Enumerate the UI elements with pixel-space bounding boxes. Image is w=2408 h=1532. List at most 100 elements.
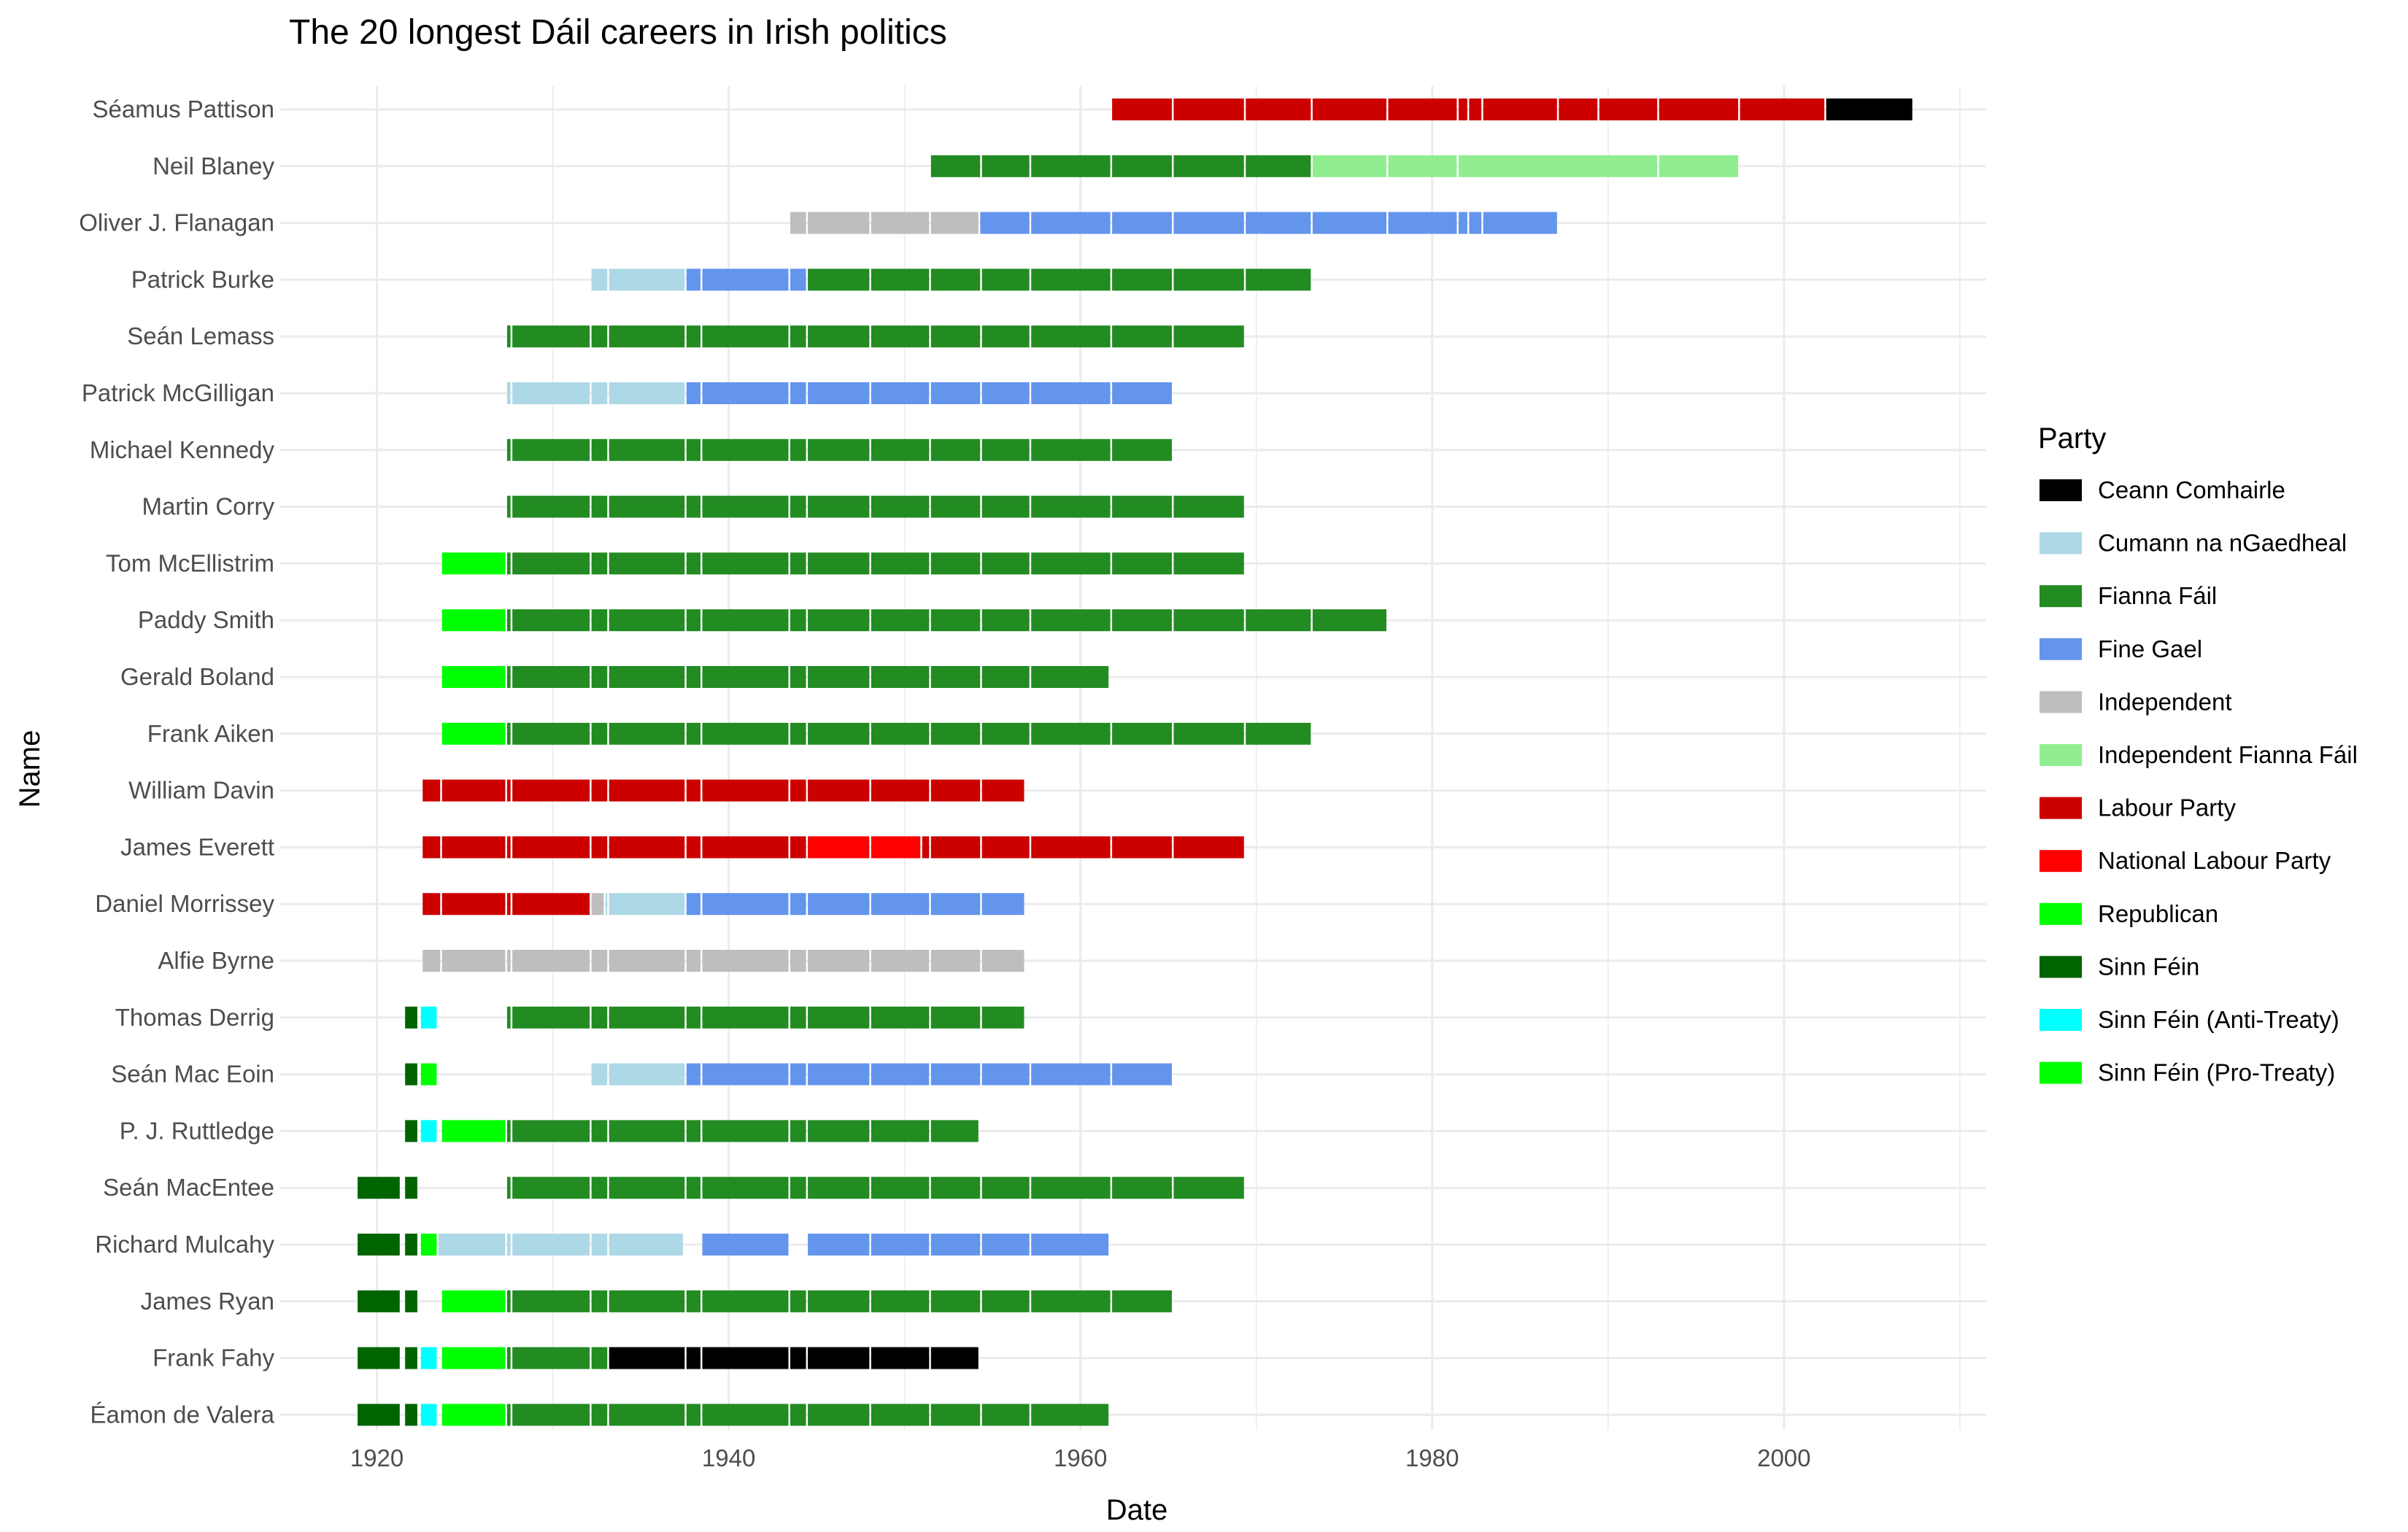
legend-item: Fine Gael [2040,635,2202,662]
career-segment [1031,1063,1111,1086]
career-segment [1112,382,1172,404]
career-segment [1112,155,1172,177]
career-segment [981,1404,1030,1426]
career-segment [405,1177,417,1199]
career-segment [808,552,870,575]
career-segment [512,1120,590,1142]
career-segment [506,950,511,972]
career-row [1112,98,1913,120]
career-segment [512,438,590,461]
legend-title: Party [2038,422,2106,454]
career-segment [405,1063,417,1086]
career-segment [686,1063,701,1086]
career-segment [1112,836,1172,859]
bars-layer [358,98,1913,1426]
career-segment [506,1347,511,1369]
career-segment [871,1177,930,1199]
career-row [358,1347,979,1369]
career-segment [930,1120,979,1142]
career-segment [422,779,441,802]
career-segment [1031,1234,1109,1256]
career-segment [441,666,506,688]
career-segment [609,495,685,518]
career-segment [609,1347,685,1369]
career-segment [512,1177,590,1199]
career-segment [405,1006,417,1029]
career-segment [702,1290,789,1312]
career-segment [871,1234,930,1256]
career-segment [1031,382,1111,404]
legend-swatch [2040,797,2082,819]
career-segment [930,212,979,234]
career-segment [790,438,806,461]
career-segment [1458,155,1658,177]
legend: Party Ceann Comhairle Cumann na nGaedheal… [2038,422,2358,1086]
legend-label: Ceann Comhairle [2098,476,2285,503]
career-segment [702,1063,789,1086]
career-segment [506,722,511,745]
career-segment [512,893,590,916]
career-segment [808,1120,870,1142]
career-segment [1031,268,1111,291]
career-segment [1312,212,1386,234]
career-segment [808,438,870,461]
career-segment [981,552,1030,575]
career-segment [512,325,590,348]
x-axis-tick-labels: 1920 1940 1960 1980 2000 [350,1444,1811,1471]
career-segment [358,1177,400,1199]
career-segment [441,779,506,802]
career-segment [512,552,590,575]
career-segment [790,1347,806,1369]
career-segment [930,382,981,404]
legend-swatch [2040,532,2082,554]
career-segment [591,495,608,518]
career-segment [686,552,701,575]
career-segment [1031,155,1111,177]
career-segment [808,950,870,972]
career-segment [609,552,685,575]
legend-label: Labour Party [2098,794,2236,821]
career-segment [591,609,608,632]
career-segment [702,1120,789,1142]
career-segment [405,1347,417,1369]
career-row [790,212,1557,234]
career-segment [609,1063,685,1086]
career-segment [512,382,590,404]
y-tick-label: Seán Lemass [127,322,274,349]
legend-label: Republican [2098,900,2218,927]
y-tick-label: Patrick McGilligan [82,379,274,406]
x-tick-label: 2000 [1757,1444,1810,1471]
career-segment [1246,212,1311,234]
career-segment [609,722,685,745]
career-segment [1112,1063,1172,1086]
career-segment [1173,98,1244,120]
legend-item: National Labour Party [2040,847,2331,874]
career-segment [1173,552,1244,575]
career-segment [609,779,685,802]
career-segment [686,950,701,972]
career-row [405,1006,1024,1029]
legend-swatch [2040,638,2082,660]
career-segment [512,1404,590,1426]
legend-item: Republican [2040,900,2218,927]
career-segment [981,666,1030,688]
career-segment [422,950,441,972]
career-segment [808,495,870,518]
career-segment [790,950,806,972]
career-segment [358,1347,400,1369]
career-segment [1388,155,1457,177]
career-segment [1312,155,1386,177]
career-segment [1031,666,1109,688]
career-segment [930,893,981,916]
career-segment [686,495,701,518]
career-segment [441,609,506,632]
career-segment [808,1234,870,1256]
career-segment [930,438,981,461]
career-segment [686,268,701,291]
career-segment [1031,495,1111,518]
career-segment [591,893,604,916]
career-segment [930,1290,981,1312]
career-segment [1246,609,1311,632]
career-segment [790,552,806,575]
y-tick-label: Neil Blaney [153,152,274,179]
